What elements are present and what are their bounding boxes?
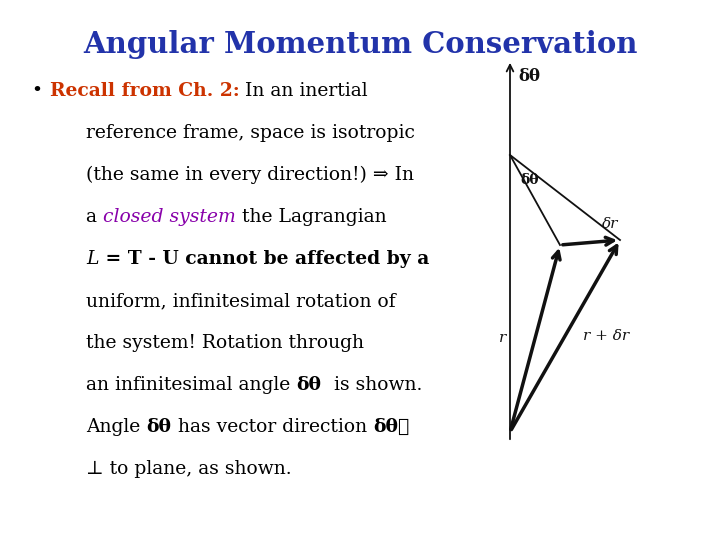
Text: closed system: closed system (104, 208, 236, 226)
Text: In an inertial: In an inertial (239, 82, 368, 100)
Text: δθ: δθ (297, 376, 322, 394)
Text: an infinitesimal angle: an infinitesimal angle (86, 376, 297, 394)
Text: (the same in every direction!) ⇒ In: (the same in every direction!) ⇒ In (86, 166, 415, 184)
Text: = T - U cannot be affected by a: = T - U cannot be affected by a (99, 250, 429, 268)
Text: r: r (500, 332, 507, 346)
Text: Angle: Angle (86, 418, 147, 436)
Text: ⊥ to plane, as shown.: ⊥ to plane, as shown. (86, 460, 292, 478)
Text: uniform, infinitesimal rotation of: uniform, infinitesimal rotation of (86, 292, 396, 310)
Text: Angular Momentum Conservation: Angular Momentum Conservation (83, 30, 637, 59)
Text: δθ⃗: δθ⃗ (373, 418, 409, 436)
Text: δr: δr (602, 217, 618, 231)
Text: δθ: δθ (518, 68, 540, 85)
Text: is shown.: is shown. (322, 376, 422, 394)
Text: •: • (32, 82, 50, 100)
Text: Recall from Ch. 2:: Recall from Ch. 2: (50, 82, 239, 100)
Text: the system! Rotation through: the system! Rotation through (86, 334, 364, 352)
Text: L: L (86, 250, 99, 268)
Text: the Lagrangian: the Lagrangian (236, 208, 387, 226)
Text: δθ: δθ (147, 418, 171, 436)
Text: r + δr: r + δr (583, 329, 629, 343)
Text: reference frame, space is isotropic: reference frame, space is isotropic (86, 124, 415, 142)
Text: has vector direction: has vector direction (171, 418, 373, 436)
Text: δθ: δθ (520, 173, 539, 187)
Text: a: a (86, 208, 104, 226)
